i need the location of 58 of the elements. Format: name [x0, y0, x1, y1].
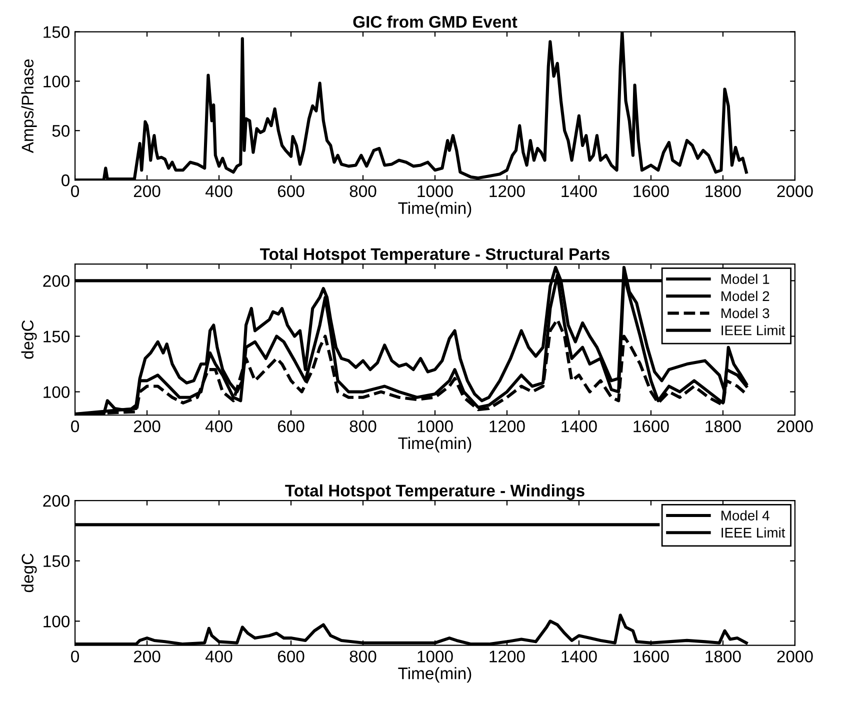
x-tick-label: 1800	[706, 420, 741, 432]
x-tick-label: 600	[278, 650, 304, 662]
x-tick-label: 800	[350, 420, 376, 432]
x-axis-title: Time(min)	[398, 202, 472, 218]
legend-label: Model 4	[722, 510, 770, 520]
x-tick-label: 2000	[777, 185, 813, 198]
x-tick-label: 400	[205, 420, 232, 432]
y-tick-label: 150	[44, 555, 70, 568]
y-tick-label: 200	[43, 494, 70, 507]
x-tick-label: 0	[71, 185, 80, 198]
chart-title: Total Hotspot Temperature - Windings	[285, 484, 584, 500]
x-tick-label: 1200	[490, 420, 525, 432]
y-tick-label: 150	[44, 330, 70, 342]
y-axis-title: Amps/Phase	[21, 59, 37, 154]
x-tick-label: 0	[71, 650, 80, 662]
x-tick-label: 2000	[777, 650, 813, 662]
y-tick-label: 0	[62, 174, 70, 186]
x-tick-label: 1600	[634, 650, 669, 662]
x-tick-label: 200	[134, 420, 160, 432]
y-axis-title: degC	[21, 554, 37, 592]
x-axis-title: Time(min)	[398, 667, 472, 683]
x-tick-label: 400	[205, 650, 232, 662]
y-axis-title: degC	[21, 320, 37, 359]
legend-label: IEEE Limit	[722, 325, 786, 336]
x-tick-label: 1000	[418, 420, 453, 432]
x-tick-label: 1200	[490, 185, 525, 198]
y-tick-label: 100	[44, 616, 70, 628]
x-tick-label: 1400	[562, 650, 597, 662]
x-tick-label: 600	[278, 185, 304, 198]
x-tick-label: 400	[205, 185, 232, 198]
x-tick-label: 1000	[418, 650, 453, 662]
y-tick-label: 100	[44, 76, 70, 88]
x-tick-label: 800	[350, 185, 376, 198]
x-tick-label: 200	[134, 650, 160, 662]
x-axis-title: Time(min)	[398, 436, 472, 452]
x-tick-label: 1000	[418, 185, 453, 198]
legend-label: Model 2	[722, 290, 770, 302]
legend-label: Model 3	[722, 308, 770, 318]
x-tick-label: 1200	[490, 650, 525, 662]
x-tick-label: 1800	[706, 650, 741, 662]
x-tick-label: 2000	[777, 420, 813, 432]
x-tick-label: 1600	[634, 420, 669, 432]
x-tick-label: 1600	[634, 185, 669, 198]
y-tick-label: 100	[44, 386, 70, 398]
x-tick-label: 1400	[562, 420, 597, 432]
x-tick-label: 0	[71, 420, 80, 432]
x-tick-label: 800	[350, 650, 376, 662]
legend-label: IEEE Limit	[722, 527, 786, 538]
y-tick-label: 200	[43, 275, 70, 287]
x-tick-label: 1800	[706, 185, 741, 198]
x-tick-label: 1400	[562, 185, 597, 198]
x-tick-label: 200	[134, 185, 160, 198]
chart-title: GIC from GMD Event	[353, 16, 518, 28]
x-tick-label: 600	[278, 420, 304, 432]
y-tick-label: 150	[44, 26, 70, 38]
y-tick-label: 50	[52, 125, 70, 137]
chart-title: Total Hotspot Temperature - Structural Parts	[260, 248, 610, 264]
legend-label: Model 1	[722, 274, 770, 284]
